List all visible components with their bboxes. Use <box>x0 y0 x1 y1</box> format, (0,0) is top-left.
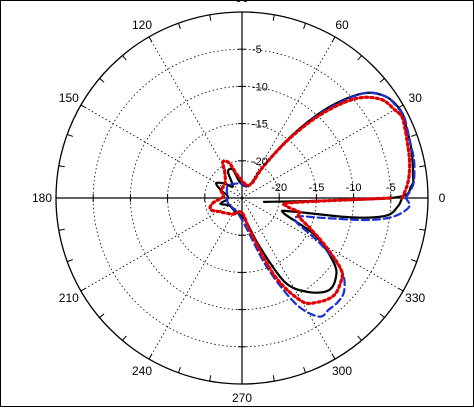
angle-label: 330 <box>405 291 425 305</box>
radial-label-up: -15 <box>252 119 268 131</box>
radial-label-up: -10 <box>252 81 268 93</box>
radial-label-right: -5 <box>386 182 396 194</box>
outer-tick <box>99 78 105 83</box>
radial-label-right: -20 <box>271 182 287 194</box>
outer-tick <box>80 104 87 109</box>
outer-tick <box>122 55 127 61</box>
outer-tick <box>331 353 336 360</box>
angle-spoke <box>148 36 243 199</box>
outer-tick <box>177 23 181 30</box>
radial-label-up: -5 <box>252 44 262 56</box>
outer-tick <box>379 313 385 318</box>
angle-label: 180 <box>32 191 52 205</box>
angle-label: 300 <box>332 364 352 378</box>
angle-label: 240 <box>132 364 152 378</box>
angle-spoke <box>241 104 404 199</box>
outer-tick <box>148 353 153 360</box>
angle-spoke <box>80 197 243 292</box>
outer-tick <box>303 23 307 30</box>
outer-tick <box>122 335 127 341</box>
outer-tick <box>331 36 336 43</box>
outer-tick <box>80 287 87 292</box>
outer-tick <box>379 78 385 83</box>
angle-spoke <box>241 197 336 360</box>
series-line-dotted <box>208 95 412 306</box>
angle-label: 90 <box>235 1 249 5</box>
outer-tick <box>209 14 212 21</box>
outer-tick <box>357 55 362 61</box>
angle-label: 210 <box>59 291 79 305</box>
outer-tick <box>58 228 65 231</box>
angle-label: 150 <box>59 91 79 105</box>
outer-tick <box>303 366 307 373</box>
outer-tick <box>419 228 426 231</box>
outer-tick <box>272 375 275 382</box>
outer-tick <box>272 14 275 21</box>
angle-spoke <box>148 197 243 360</box>
angle-spoke <box>241 36 336 199</box>
outer-tick <box>410 133 417 137</box>
series-line-dashed <box>225 91 416 318</box>
series-layer <box>208 91 416 318</box>
label-layer: 0 30 60 90 120 150 180 210 240 270 300 330 -20 -15 -10… <box>32 1 446 405</box>
outer-tick <box>67 259 74 263</box>
angle-label: 0 <box>439 191 446 205</box>
angle-label: 120 <box>132 18 152 32</box>
angle-label: 60 <box>335 18 349 32</box>
outer-tick <box>397 287 404 292</box>
radial-label-up: -20 <box>252 156 268 168</box>
angle-label: 30 <box>409 91 423 105</box>
outer-tick <box>357 335 362 341</box>
outer-tick <box>419 165 426 168</box>
outer-tick <box>177 366 181 373</box>
angle-spoke <box>80 104 243 199</box>
outer-tick <box>209 375 212 382</box>
outer-tick <box>410 259 417 263</box>
outer-tick <box>58 165 65 168</box>
angle-label: 270 <box>232 391 252 405</box>
outer-tick <box>99 313 105 318</box>
radial-label-right: -15 <box>308 182 324 194</box>
outer-tick <box>67 133 74 137</box>
radial-label-right: -10 <box>346 182 362 194</box>
outer-tick <box>148 36 153 43</box>
